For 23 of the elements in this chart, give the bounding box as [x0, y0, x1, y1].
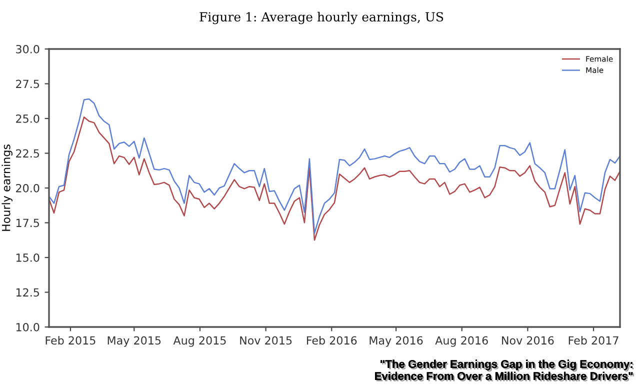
x-tick-label: May 2016 [370, 336, 423, 347]
x-tick-label: Feb 2015 [46, 336, 96, 345]
line-series [49, 98, 620, 234]
y-tick-label: 25.0 [16, 114, 40, 123]
y-axis-title: Hourly earnings [2, 144, 12, 231]
x-tick-label: Feb 2017 [568, 336, 618, 345]
x-tick-label: Feb 2016 [306, 336, 357, 345]
y-tick-label: 22.5 [16, 149, 39, 158]
line-series [49, 116, 620, 241]
x-tick-label: Aug 2016 [435, 336, 488, 347]
y-tick-label: 20.0 [16, 184, 40, 192]
y-tick-label: 12.5 [16, 288, 39, 297]
x-tick-label: Nov 2015 [240, 336, 292, 345]
y-tick-label: 17.5 [16, 218, 39, 228]
y-tick-label: 10.0 [16, 322, 40, 332]
chart-title: Figure 1: Average hourly earnings, US [200, 12, 444, 24]
x-tick-label: Aug 2015 [173, 336, 226, 347]
x-tick-label: May 2015 [108, 336, 161, 347]
y-tick-label: 30.0 [16, 44, 40, 54]
y-tick-label: 15.0 [16, 253, 40, 262]
x-tick-label: Nov 2016 [502, 336, 554, 345]
y-tick-label: 27.5 [16, 80, 39, 88]
text: "The Gender Earnings Gap in the Gig Economy: Evidence From Over a Million Rideshare Drivers" [375, 360, 634, 382]
